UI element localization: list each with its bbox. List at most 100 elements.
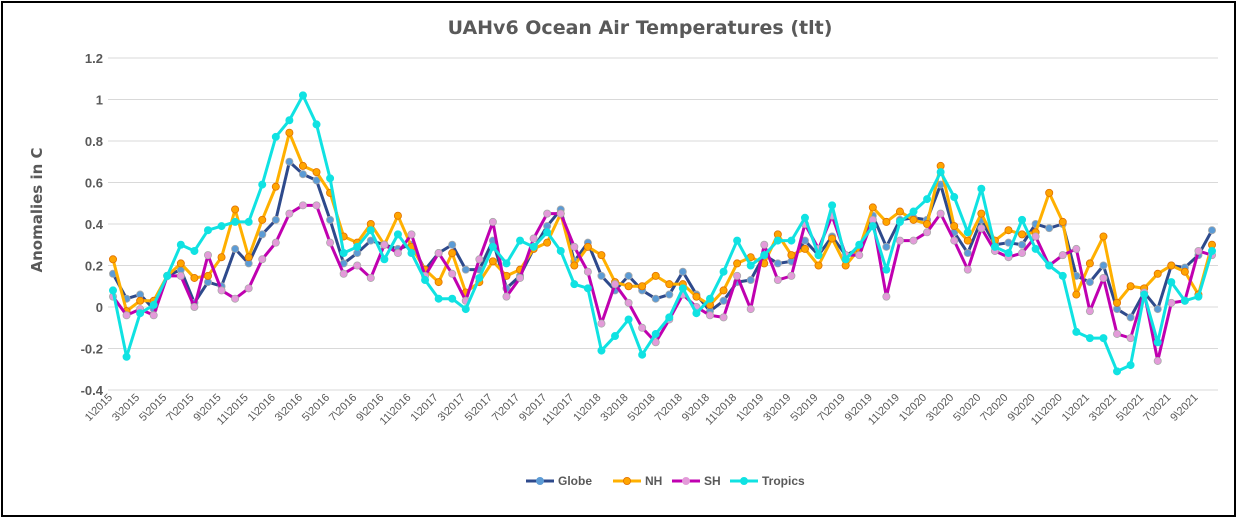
x-tick-label: 3\2017 — [436, 392, 468, 424]
data-point-nh — [1153, 269, 1162, 278]
data-point-nh — [543, 238, 552, 247]
data-point-tropics — [597, 346, 606, 355]
data-point-nh — [1045, 188, 1054, 197]
data-point-tropics — [828, 201, 837, 210]
data-point-globe — [678, 267, 687, 276]
data-point-tropics — [136, 309, 145, 318]
data-point-tropics — [176, 240, 185, 249]
data-point-tropics — [407, 249, 416, 258]
data-point-tropics — [461, 305, 470, 314]
data-point-sh — [448, 269, 457, 278]
x-tick-label: 7\2021 — [1141, 392, 1173, 424]
data-point-sh — [733, 271, 742, 280]
data-point-tropics — [488, 242, 497, 251]
data-point-globe — [597, 271, 606, 280]
data-point-globe — [1126, 313, 1135, 322]
data-point-tropics — [543, 228, 552, 237]
data-point-tropics — [1099, 334, 1108, 343]
x-tick-label: 1\2016 — [246, 392, 278, 424]
data-point-nh — [1099, 232, 1108, 241]
data-point-sh — [529, 234, 538, 243]
data-point-tropics — [855, 240, 864, 249]
data-point-nh — [136, 296, 145, 305]
x-tick-label: 7\2019 — [816, 392, 848, 424]
data-point-sh — [746, 305, 755, 314]
data-point-tropics — [1113, 367, 1122, 376]
data-point-sh — [149, 311, 158, 320]
data-point-globe — [719, 296, 728, 305]
data-point-globe — [624, 271, 633, 280]
data-point-nh — [285, 128, 294, 137]
data-point-sh — [583, 267, 592, 276]
data-point-tropics — [298, 91, 307, 100]
legend-label-nh: NH — [645, 474, 662, 488]
data-point-tropics — [746, 261, 755, 270]
x-tick-label: 5\2018 — [626, 392, 658, 424]
data-point-sh — [543, 209, 552, 218]
y-tick-label: 0.8 — [85, 134, 103, 149]
data-point-sh — [217, 286, 226, 295]
data-point-tropics — [760, 251, 769, 260]
x-tick-label: 3\2019 — [761, 392, 793, 424]
data-point-globe — [461, 265, 470, 274]
data-point-tropics — [583, 284, 592, 293]
y-tick-label: 0.2 — [85, 259, 103, 274]
data-point-tropics — [678, 284, 687, 293]
data-point-sh — [298, 201, 307, 210]
x-tick-label: 3\2016 — [273, 392, 305, 424]
data-point-nh — [665, 280, 674, 289]
data-point-sh — [353, 261, 362, 270]
data-point-nh — [868, 203, 877, 212]
data-point-sh — [638, 323, 647, 332]
data-point-globe — [1153, 305, 1162, 314]
data-point-tropics — [611, 332, 620, 341]
x-tick-label: 7\2018 — [653, 392, 685, 424]
data-point-nh — [583, 242, 592, 251]
y-tick-label: 1.2 — [85, 51, 103, 66]
data-point-tropics — [190, 246, 199, 255]
data-point-sh — [882, 292, 891, 301]
data-point-nh — [190, 273, 199, 282]
data-point-sh — [787, 271, 796, 280]
data-point-sh — [963, 265, 972, 274]
data-point-sh — [1113, 329, 1122, 338]
data-point-sh — [1058, 251, 1067, 260]
data-point-sh — [1194, 246, 1203, 255]
data-point-nh — [814, 261, 823, 270]
data-point-tropics — [923, 195, 932, 204]
x-tick-label: 1\2017 — [408, 392, 440, 424]
data-point-nh — [176, 259, 185, 268]
data-point-sh — [176, 271, 185, 280]
data-point-tropics — [122, 352, 131, 361]
y-tick-labels: -0.4 -0.2 0 0.2 0.4 0.6 0.8 1 1.2 — [81, 51, 104, 398]
data-point-sh — [977, 224, 986, 233]
data-point-tropics — [475, 273, 484, 282]
data-point-sh — [122, 311, 131, 320]
data-point-sh — [895, 236, 904, 245]
data-point-sh — [258, 255, 267, 264]
data-point-globe — [773, 259, 782, 268]
data-point-nh — [1072, 290, 1081, 299]
x-tick-label: 3\2021 — [1087, 392, 1119, 424]
x-tick-label: 5\2020 — [951, 392, 983, 424]
data-point-sh — [516, 273, 525, 282]
data-point-sh — [434, 249, 443, 258]
data-point-globe — [963, 249, 972, 258]
data-point-sh — [502, 292, 511, 301]
data-point-tropics — [421, 276, 430, 285]
data-point-tropics — [271, 132, 280, 141]
data-point-tropics — [326, 174, 335, 183]
data-point-sh — [393, 249, 402, 258]
x-tick-label: 1\2021 — [1060, 392, 1092, 424]
data-point-tropics — [1167, 278, 1176, 287]
data-point-nh — [393, 211, 402, 220]
data-point-globe — [312, 176, 321, 185]
data-point-nh — [597, 251, 606, 260]
data-point-globe — [1208, 226, 1217, 235]
data-point-sh — [407, 230, 416, 239]
data-point-globe — [1099, 261, 1108, 270]
series-tropics — [109, 91, 1217, 376]
data-point-sh — [705, 311, 714, 320]
data-point-tropics — [231, 217, 240, 226]
